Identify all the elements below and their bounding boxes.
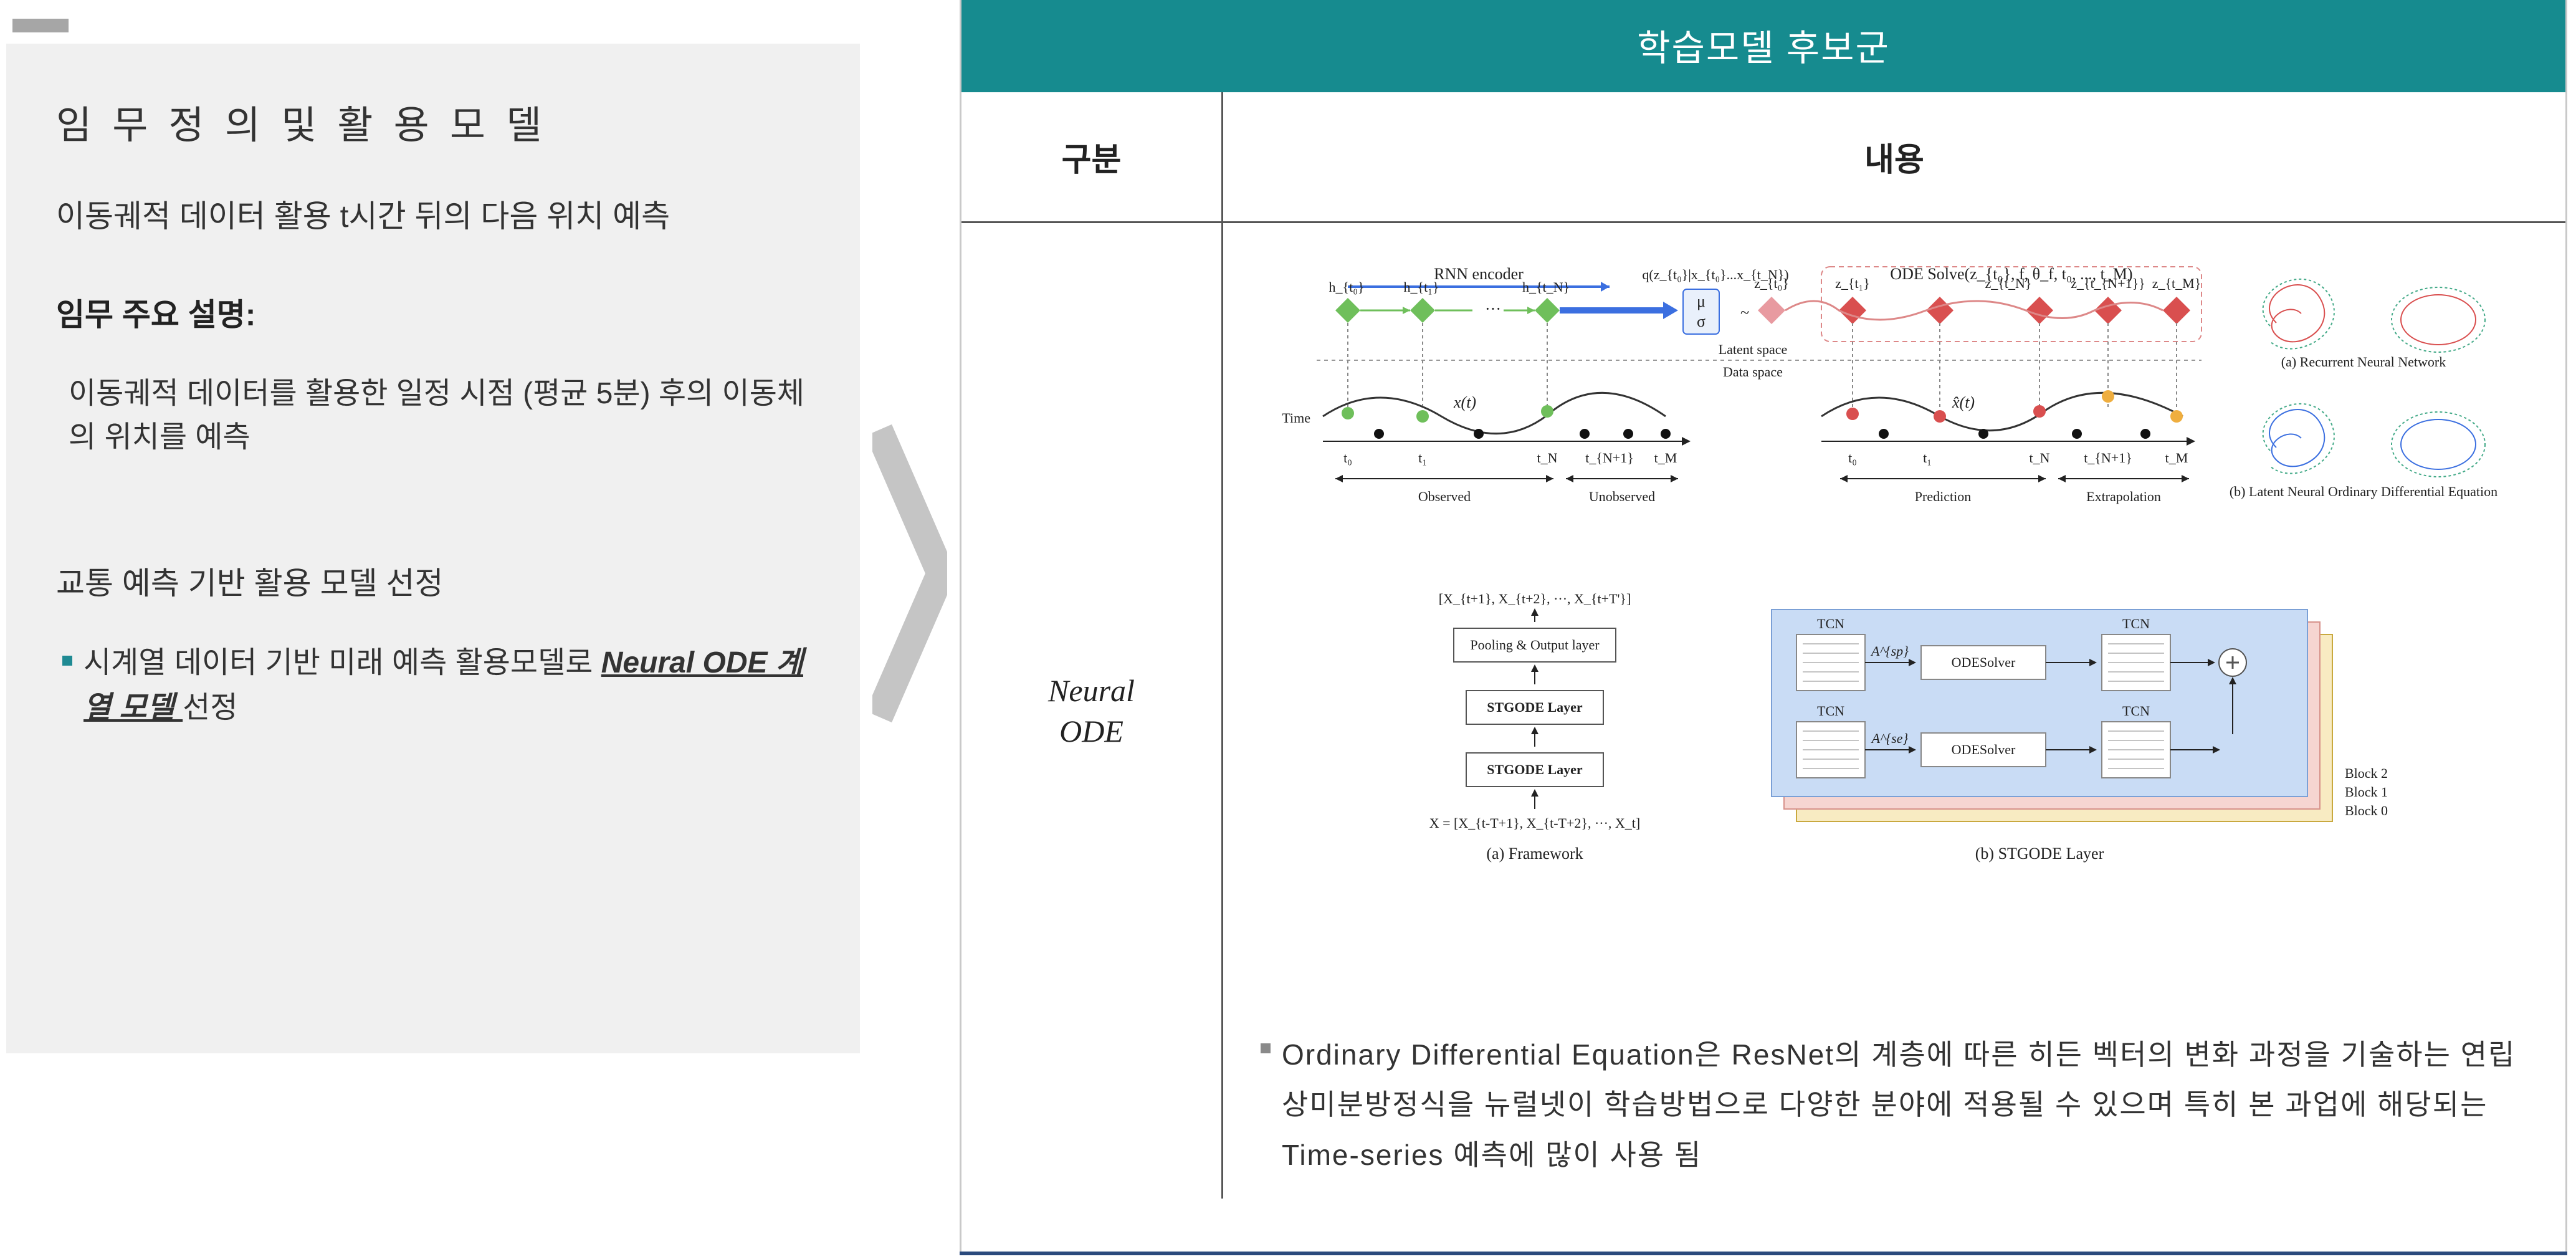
bullet-square-icon [62, 656, 72, 666]
block2-label: Block 2 [2345, 765, 2388, 781]
right-header: 학습모델 후보군 [961, 0, 2565, 92]
odesolver-1a: ODESolver [1952, 654, 2016, 670]
left-bullet-text: 시계열 데이터 기반 미래 예측 활용모델로 Neural ODE 계열 모델 … [83, 641, 823, 730]
left-bullet: 시계열 데이터 기반 미래 예측 활용모델로 Neural ODE 계열 모델 … [56, 641, 823, 730]
tMr: t_M [2165, 450, 2188, 466]
Asp-1: A^{sp} [1870, 643, 1909, 659]
odesolver-2a: ODESolver [1952, 742, 2016, 757]
left-panel: 임 무 정 의 및 활 용 모 델 이동궤적 데이터 활용 t시간 뒤의 다음 … [6, 44, 860, 1053]
tcn-1b: TCN [2122, 616, 2150, 631]
spiral-rnn-1 [2263, 279, 2334, 349]
bullet-square-grey-icon [1261, 1043, 1271, 1053]
left-body: 이동궤적 데이터를 활용한 일정 시점 (평균 5분) 후의 이동체의 위치를 … [56, 372, 823, 459]
xhat-label: x̂(t) [1952, 393, 1975, 411]
h0-label: h_{t₀} [1329, 279, 1365, 295]
left-label: 임무 주요 설명: [56, 290, 823, 335]
stgode-label-1: STGODE Layer [1487, 699, 1583, 715]
framework-bot-input: X = [X_{t-T+1}, X_{t-T+2}, ···, X_t] [1429, 815, 1641, 831]
tNl: t_N [1537, 450, 1558, 466]
latent-space-label: Latent space [1719, 342, 1788, 357]
tilde-label: ~ [1740, 304, 1749, 322]
tcn-2a: TCN [1817, 703, 1844, 719]
tMl: t_M [1654, 450, 1677, 466]
tN1r: t_{N+1} [2084, 450, 2132, 466]
description-row: Ordinary Differential Equation은 ResNet의 … [1261, 1030, 2528, 1180]
unobserved-label: Unobserved [1589, 489, 1655, 504]
arrow-icon [872, 424, 947, 723]
t1l: t₁ [1418, 450, 1427, 466]
neural-ode-diagram: ODE Solve(z_{t₀}, f, θ_f, t₀, ..., t_M) … [1279, 261, 2501, 547]
left-title: 임 무 정 의 및 활 용 모 델 [56, 93, 823, 150]
spiral-ode-2 [2392, 412, 2485, 477]
framework-caption: (a) Framework [1486, 845, 1583, 863]
observed-label: Observed [1418, 489, 1471, 504]
zN1-label: z_{t_{N+1}} [2071, 275, 2145, 291]
table-body: NeuralODE ODE Solve(z_{t₀}, f, θ_f, t₀, … [961, 223, 2565, 1199]
mu-label: μ [1697, 292, 1705, 310]
rnn-encoder-label: RNN encoder [1434, 265, 1524, 283]
left-subtitle: 이동궤적 데이터 활용 t시간 뒤의 다음 위치 예측 [56, 193, 823, 240]
hN-label: h_{t_N} [1522, 279, 1570, 295]
bullet-post: 선정 [183, 691, 237, 724]
framework-top-input: [X_{t+1}, X_{t+2}, ···, X_{t+T'}] [1439, 591, 1631, 606]
tcn-1a: TCN [1817, 616, 1844, 631]
row-label: NeuralODE [961, 223, 1223, 1199]
accent-bar [12, 19, 69, 32]
spiral-ode-1 [2263, 404, 2334, 474]
diagram-zone: ODE Solve(z_{t₀}, f, θ_f, t₀, ..., t_M) … [1261, 248, 2528, 1011]
col-header-right: 내용 [1223, 133, 2565, 180]
col-header-left: 구분 [961, 92, 1223, 221]
Ase-1: A^{se} [1871, 730, 1909, 746]
sigma-label: σ [1697, 312, 1705, 330]
prediction-label: Prediction [1915, 489, 1971, 504]
left-section2: 교통 예측 기반 활용 모델 선정 [56, 558, 823, 603]
bottom-rule [960, 1252, 2567, 1255]
table-header: 구분 내용 [961, 92, 2565, 223]
data-space-label: Data space [1723, 364, 1783, 380]
z0-label: z_{t₀} [1754, 275, 1789, 291]
spiral-rnn-2 [2392, 287, 2485, 352]
spiral-cap-a: (a) Recurrent Neural Network [2281, 354, 2446, 370]
t0r: t₀ [1848, 450, 1857, 466]
svg-text:···: ··· [1485, 300, 1501, 318]
h1-label: h_{t₁} [1404, 279, 1439, 295]
tN1l: t_{N+1} [1585, 450, 1634, 466]
tNr: t_N [2030, 450, 2050, 466]
extrapolation-label: Extrapolation [2086, 489, 2161, 504]
right-panel: 학습모델 후보군 구분 내용 NeuralODE ODE Solve(z_{t₀… [960, 0, 2567, 1253]
zM-label: z_{t_M} [2152, 275, 2202, 291]
t0l: t₀ [1343, 450, 1352, 466]
time-label: Time [1282, 410, 1310, 426]
stgode-diagram: [X_{t+1}, X_{t+2}, ···, X_{t+T'}] Poolin… [1373, 585, 2401, 896]
bullet-pre: 시계열 데이터 기반 미래 예측 활용모델로 [83, 646, 601, 679]
row-content: ODE Solve(z_{t₀}, f, θ_f, t₀, ..., t_M) … [1223, 223, 2565, 1199]
t1r: t₁ [1923, 450, 1932, 466]
pool-label: Pooling & Output layer [1470, 637, 1600, 653]
block1-label: Block 1 [2345, 784, 2388, 800]
spiral-cap-b: (b) Latent Neural Ordinary Differential … [2230, 484, 2497, 499]
xt-label: x(t) [1453, 393, 1476, 411]
z1-label: z_{t₁} [1835, 275, 1870, 291]
stgode-caption: (b) STGODE Layer [1975, 845, 2104, 863]
stgode-label-2: STGODE Layer [1487, 762, 1583, 777]
description-text: Ordinary Differential Equation은 ResNet의 … [1282, 1030, 2528, 1180]
block0-label: Block 0 [2345, 803, 2388, 818]
tcn-2b: TCN [2122, 703, 2150, 719]
zN-label: z_{t_N} [1985, 275, 2032, 291]
